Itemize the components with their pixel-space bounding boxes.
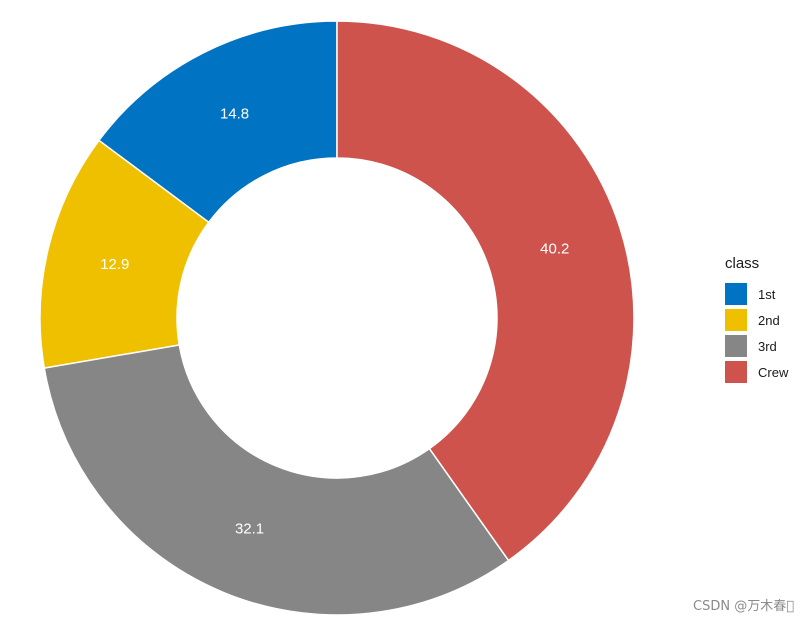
legend-swatch-1st — [725, 283, 747, 305]
slice-label-2nd: 12.9 — [100, 256, 129, 273]
slice-1st — [97, 20, 338, 224]
legend-label-2nd: 2nd — [758, 312, 780, 328]
legend-label-crew: Crew — [758, 364, 789, 380]
slice-label-crew: 40.2 — [540, 240, 569, 257]
legend-label-1st: 1st — [758, 286, 776, 302]
legend-item-1st: 1st — [725, 281, 805, 307]
slice-label-3rd: 32.1 — [235, 521, 264, 538]
legend-swatch-3rd — [725, 335, 747, 357]
legend-swatch-crew — [725, 361, 747, 383]
legend-swatch-2nd — [725, 309, 747, 331]
slice-3rd — [43, 344, 510, 616]
legend-label-3rd: 3rd — [758, 338, 777, 354]
watermark-text: CSDN @万木春  — [693, 599, 794, 614]
legend-item-2nd: 2nd — [725, 307, 805, 333]
legend-item-3rd: 3rd — [725, 333, 805, 359]
legend-item-crew: Crew — [725, 359, 805, 385]
slice-label-1st: 14.8 — [220, 105, 249, 122]
chart-legend: class 1st 2nd 3rd Crew — [725, 254, 805, 385]
slice-crew — [336, 20, 635, 562]
legend-title: class — [725, 255, 760, 272]
